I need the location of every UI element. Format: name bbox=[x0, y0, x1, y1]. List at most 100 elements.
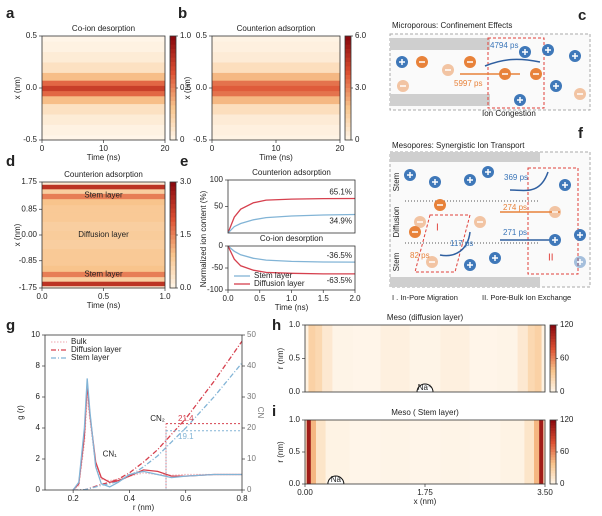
colorbar-cell bbox=[550, 457, 556, 461]
colorbar-cell bbox=[170, 186, 176, 192]
diagram-title: Microporous: Confinement Effects bbox=[392, 21, 512, 30]
heat-cell bbox=[380, 325, 411, 392]
heat-cell bbox=[42, 62, 165, 73]
value-label: -63.5% bbox=[327, 276, 352, 285]
colorbar-cell bbox=[345, 127, 351, 132]
colorbar-cell bbox=[550, 369, 556, 373]
time-label: 271 ps bbox=[503, 228, 527, 237]
y-tick-label: 1.0 bbox=[289, 415, 301, 424]
y-axis-label: r (nm) bbox=[276, 441, 285, 463]
pore-wall bbox=[390, 152, 540, 162]
annotation: Na⁺ bbox=[418, 383, 432, 392]
heat-cell bbox=[409, 325, 441, 392]
colorbar-cell bbox=[170, 127, 176, 132]
pore-wall bbox=[390, 277, 540, 287]
x-tick-label: 1.75 bbox=[417, 488, 433, 497]
x-tick-label: 0.00 bbox=[297, 488, 313, 497]
x-axis-label: Time (ns) bbox=[87, 301, 121, 310]
congestion-box bbox=[487, 37, 545, 109]
colorbar-cell bbox=[345, 49, 351, 54]
annotation: Stem layer bbox=[84, 191, 123, 200]
y-axis-label: Normalized ion content (%) bbox=[199, 190, 208, 287]
heat-cell bbox=[42, 36, 165, 42]
heat-cell bbox=[524, 420, 535, 484]
x-tick-label: 0.2 bbox=[68, 494, 80, 503]
y-tick-label: 10 bbox=[31, 330, 40, 339]
panel-label: c bbox=[578, 7, 586, 24]
heat-cell bbox=[212, 51, 340, 63]
colorbar-cell bbox=[550, 446, 556, 450]
heat-cell bbox=[310, 420, 317, 484]
y2-tick-label: 30 bbox=[247, 392, 256, 401]
colorbar-cell bbox=[345, 109, 351, 115]
colorbar-label: 3.0 bbox=[180, 177, 192, 186]
series-line bbox=[228, 246, 355, 275]
colorbar-cell bbox=[345, 75, 351, 80]
y-tick-label: 1.75 bbox=[21, 177, 37, 186]
colorbar-cell bbox=[550, 355, 556, 359]
colorbar-cell bbox=[550, 378, 556, 382]
time-label: 4794 ps bbox=[490, 41, 518, 50]
colorbar-cell bbox=[345, 135, 351, 141]
colorbar-label: 1.0 bbox=[180, 31, 192, 40]
heat-cell bbox=[42, 257, 165, 266]
colorbar-cell bbox=[550, 444, 556, 448]
y2-tick-label: 40 bbox=[247, 361, 256, 370]
colorbar-cell bbox=[170, 235, 176, 240]
x-tick-label: 0 bbox=[40, 144, 45, 153]
y-axis-label: x (nm) bbox=[13, 223, 22, 246]
x-tick-label: 20 bbox=[161, 144, 170, 153]
heat-cell bbox=[212, 134, 340, 141]
y-tick-label: 50 bbox=[214, 202, 223, 211]
colorbar-cell bbox=[170, 131, 176, 137]
heat-cell bbox=[325, 420, 351, 484]
colorbar-cell bbox=[345, 70, 351, 76]
x-tick-label: 1.5 bbox=[318, 294, 330, 303]
heat-cell bbox=[212, 41, 340, 53]
colorbar-cell bbox=[345, 96, 351, 102]
colorbar-cell bbox=[550, 436, 556, 440]
y-tick-label: 0.0 bbox=[26, 83, 38, 92]
legend-label: Stem layer bbox=[71, 353, 110, 362]
region-label: I bbox=[436, 223, 439, 234]
colorbar-cell bbox=[550, 383, 556, 387]
colorbar-cell bbox=[550, 476, 556, 480]
colorbar-cell bbox=[550, 352, 556, 357]
colorbar-cell bbox=[170, 190, 176, 196]
heat-cell bbox=[42, 103, 165, 115]
note: Ion Congestion bbox=[482, 109, 536, 118]
colorbar-cell bbox=[550, 454, 556, 458]
heat-cell bbox=[42, 90, 165, 97]
heat-cell bbox=[500, 420, 525, 484]
colorbar-cell bbox=[170, 252, 176, 258]
heat-cell bbox=[212, 85, 340, 92]
y-tick-label: 0 bbox=[36, 485, 41, 494]
colorbar-cell bbox=[345, 92, 351, 98]
y-tick-label: -100 bbox=[207, 285, 224, 294]
heat-cell bbox=[534, 420, 540, 484]
heat-cell bbox=[306, 420, 312, 484]
heat-cell bbox=[469, 420, 501, 484]
y-tick-label: 8 bbox=[36, 361, 41, 370]
heat-cell bbox=[315, 420, 327, 484]
colorbar-cell bbox=[170, 270, 176, 276]
colorbar-cell bbox=[345, 66, 351, 72]
colorbar-cell bbox=[550, 350, 556, 354]
colorbar-cell bbox=[170, 265, 176, 271]
heat-cell bbox=[42, 134, 165, 141]
x-tick-label: 0.6 bbox=[180, 494, 192, 503]
chart-title: Counterion adsorption bbox=[237, 24, 316, 33]
colorbar-cell bbox=[170, 114, 176, 119]
colorbar-cell bbox=[550, 428, 556, 432]
colorbar-cell bbox=[170, 49, 176, 54]
colorbar-label: 0 bbox=[180, 135, 185, 144]
heat-cell bbox=[42, 124, 165, 136]
heat-cell bbox=[212, 72, 340, 81]
heat-cell bbox=[42, 51, 165, 63]
arrow bbox=[484, 58, 541, 67]
y-tick-label: -0.85 bbox=[19, 256, 38, 265]
heat-cell bbox=[42, 193, 165, 200]
colorbar-cell bbox=[170, 243, 176, 249]
colorbar-cell bbox=[550, 425, 556, 429]
heat-cell bbox=[42, 221, 165, 231]
